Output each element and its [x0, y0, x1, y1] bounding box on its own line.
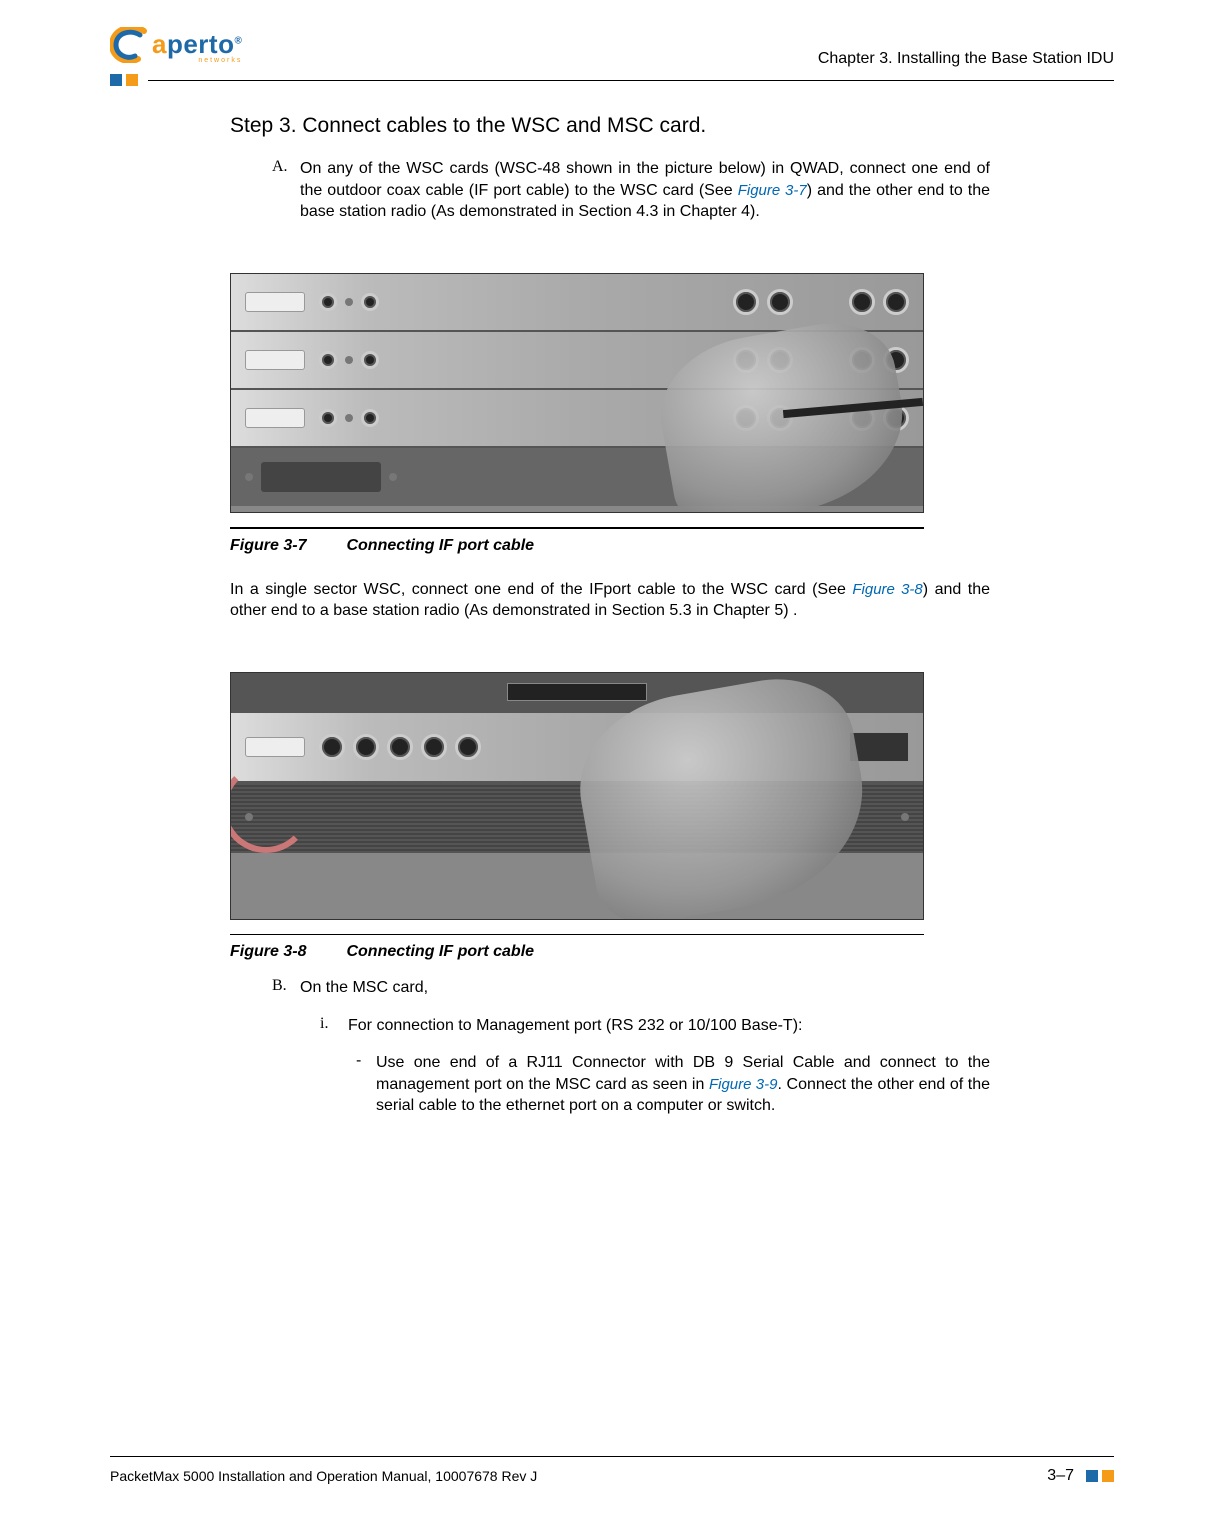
step-heading: Step 3. Connect cables to the WSC and MS…	[230, 114, 990, 138]
page-header: aperto® networks Chapter 3. Installing t…	[110, 20, 1114, 68]
dash-list: - Use one end of a RJ11 Connector with D…	[376, 1052, 990, 1117]
header-rule	[110, 74, 1114, 86]
page: aperto® networks Chapter 3. Installing t…	[0, 0, 1224, 1535]
main-content: Step 3. Connect cables to the WSC and MS…	[230, 114, 990, 1117]
ordered-list: A. On any of the WSC cards (WSC-48 shown…	[300, 158, 990, 223]
list-marker: B.	[272, 977, 287, 995]
figure: Figure 3-7Connecting IF port cable	[230, 273, 990, 555]
figure-image-placeholder	[230, 273, 924, 513]
list-marker: i.	[320, 1015, 328, 1033]
figure-reference-link[interactable]: Figure 3-9	[709, 1076, 778, 1093]
accent-square-icon	[1102, 1470, 1114, 1482]
brand-logo: aperto® networks	[110, 27, 242, 68]
list-marker: -	[356, 1052, 361, 1070]
paragraph: Use one end of a RJ11 Connector with DB …	[376, 1052, 990, 1117]
ordered-list: B. On the MSC card, i. For connection to…	[300, 977, 990, 1117]
footer-accent-squares	[1086, 1470, 1114, 1482]
accent-square-icon	[126, 74, 138, 86]
figure-reference-link[interactable]: Figure 3-8	[852, 581, 922, 598]
chapter-title: Chapter 3. Installing the Base Station I…	[818, 50, 1114, 68]
sub-ordered-list: i. For connection to Management port (RS…	[348, 1015, 990, 1117]
logo-subtext: networks	[152, 57, 242, 64]
paragraph: In a single sector WSC, connect one end …	[230, 579, 990, 622]
page-footer: PacketMax 5000 Installation and Operatio…	[110, 1456, 1114, 1485]
figure: Figure 3-8Connecting IF port cable	[230, 672, 990, 961]
paragraph: On any of the WSC cards (WSC-48 shown in…	[300, 158, 990, 223]
header-accent-squares	[110, 74, 138, 86]
figure-caption: Figure 3-7Connecting IF port cable	[230, 537, 990, 555]
figure-reference-link[interactable]: Figure 3-7	[738, 182, 807, 199]
accent-square-icon	[1086, 1470, 1098, 1482]
figure-caption: Figure 3-8Connecting IF port cable	[230, 943, 990, 961]
list-marker: A.	[272, 158, 288, 176]
footer-doc-title: PacketMax 5000 Installation and Operatio…	[110, 1468, 537, 1484]
paragraph: On the MSC card,	[300, 977, 990, 999]
accent-square-icon	[110, 74, 122, 86]
logo-text: aperto®	[152, 31, 242, 57]
paragraph: For connection to Management port (RS 23…	[348, 1015, 990, 1037]
page-number: 3–7	[1047, 1467, 1074, 1485]
figure-image-placeholder	[230, 672, 924, 920]
logo-swirl-icon	[110, 27, 148, 68]
